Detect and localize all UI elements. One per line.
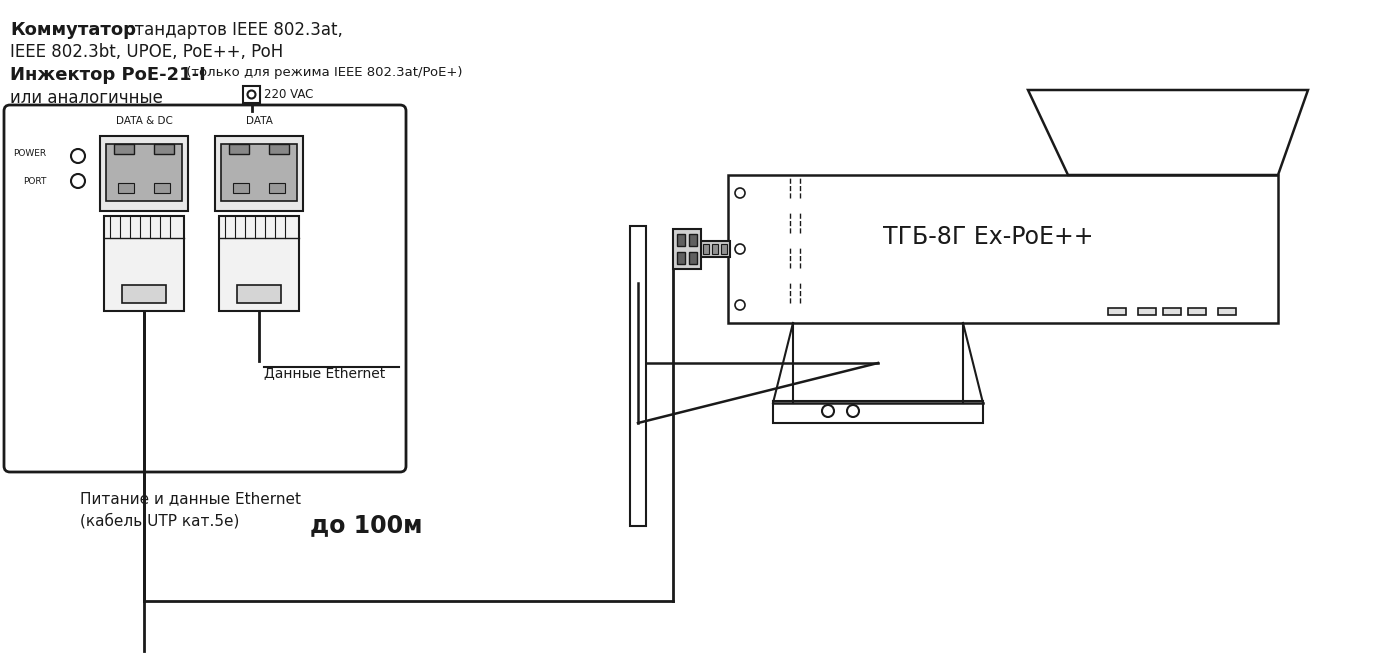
Bar: [689, 234, 697, 246]
Bar: [700, 241, 729, 257]
Bar: [244, 86, 260, 103]
Bar: [673, 229, 701, 269]
Bar: [230, 144, 249, 154]
FancyBboxPatch shape: [4, 105, 406, 472]
Text: PORT: PORT: [22, 176, 46, 186]
Bar: [104, 216, 183, 311]
Bar: [106, 144, 182, 201]
Bar: [154, 183, 169, 193]
Text: ТГБ-8Г Ex-PoE++: ТГБ-8Г Ex-PoE++: [883, 225, 1093, 249]
Text: (только для режима IEEE 802.3at/PoE+): (только для режима IEEE 802.3at/PoE+): [182, 66, 462, 79]
Bar: [1163, 308, 1182, 315]
Bar: [1138, 308, 1156, 315]
Text: до 100м: до 100м: [309, 513, 423, 537]
Bar: [216, 136, 302, 211]
Bar: [113, 144, 134, 154]
Text: (кабель UTP кат.5e): (кабель UTP кат.5e): [80, 513, 239, 529]
Bar: [122, 285, 167, 303]
Bar: [1107, 308, 1126, 315]
Text: Питание и данные Ethernet: Питание и данные Ethernet: [80, 491, 301, 506]
Bar: [773, 401, 983, 423]
Bar: [232, 183, 249, 193]
Bar: [221, 144, 297, 201]
Text: DATA & DC: DATA & DC: [116, 116, 172, 126]
Bar: [218, 216, 300, 311]
Bar: [1189, 308, 1205, 315]
Bar: [1218, 308, 1236, 315]
Bar: [703, 244, 708, 254]
Bar: [269, 144, 288, 154]
Text: DATA: DATA: [245, 116, 273, 126]
Bar: [269, 183, 286, 193]
Text: IEEE 802.3bt, UPOE, PoE++, PoH: IEEE 802.3bt, UPOE, PoE++, PoH: [10, 43, 283, 61]
Text: Инжектор PoE-21-I: Инжектор PoE-21-I: [10, 66, 206, 84]
Text: 220 VAC: 220 VAC: [265, 88, 314, 101]
Text: или аналогичные: или аналогичные: [10, 89, 162, 107]
Text: Коммутатор: Коммутатор: [10, 21, 136, 39]
Text: POWER: POWER: [13, 149, 46, 157]
Bar: [630, 226, 645, 526]
Bar: [721, 244, 727, 254]
Bar: [237, 285, 281, 303]
Bar: [713, 244, 718, 254]
Bar: [728, 175, 1278, 323]
Bar: [118, 183, 134, 193]
Text: стандартов IEEE 802.3at,: стандартов IEEE 802.3at,: [120, 21, 343, 39]
Bar: [689, 252, 697, 264]
Bar: [99, 136, 188, 211]
Polygon shape: [1028, 90, 1308, 175]
Bar: [154, 144, 174, 154]
Bar: [678, 234, 685, 246]
Text: Данные Ethernet: Данные Ethernet: [265, 366, 385, 380]
Bar: [678, 252, 685, 264]
